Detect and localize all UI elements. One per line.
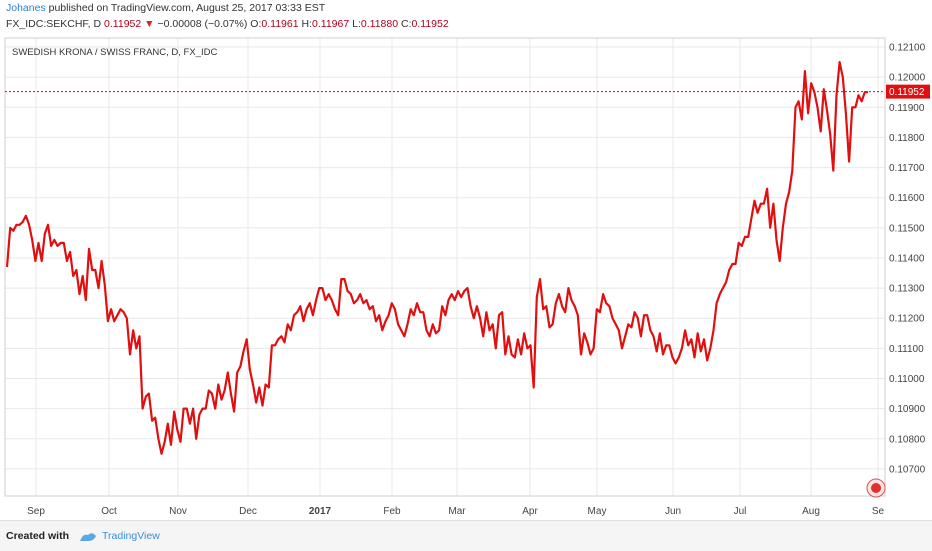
last-price-tag-label: 0.11952 — [889, 87, 925, 98]
y-tick-label: 0.10900 — [889, 404, 926, 415]
publish-info: Johanes published on TradingView.com, Au… — [6, 2, 325, 14]
last-price-tag: 0.11952 — [886, 84, 930, 99]
x-tick-label: Feb — [383, 506, 401, 517]
last-price: 0.11952 — [104, 18, 142, 30]
x-tick-label: Se — [872, 506, 885, 517]
published-text: published on TradingView.com, August 25,… — [48, 2, 326, 14]
footer-bar: Created with TradingView — [0, 520, 932, 551]
y-tick-label: 0.11400 — [889, 253, 925, 264]
series-line — [5, 61, 868, 455]
down-arrow-icon: ▼ — [144, 18, 155, 30]
x-tick-label: Aug — [802, 506, 820, 517]
x-tick-label: Jun — [665, 506, 681, 517]
close-label: C: — [400, 18, 412, 30]
y-tick-label: 0.12100 — [889, 43, 926, 54]
x-axis: Sep Oct Nov Dec 2017 Feb Mar Apr May Jun Jul Aug Se — [27, 506, 884, 517]
y-tick-label: 0.11800 — [889, 133, 925, 144]
y-tick-label: 0.11000 — [889, 374, 925, 385]
price-change: −0.00008 (−0.07%) — [157, 18, 248, 30]
y-tick-label: 0.11500 — [889, 223, 925, 234]
tradingview-logo-icon[interactable] — [79, 530, 97, 542]
x-tick-label: Mar — [448, 506, 466, 517]
y-tick-label: 0.11600 — [889, 193, 925, 204]
open-label: O: — [250, 18, 262, 30]
y-tick-label: 0.10700 — [889, 464, 926, 475]
chart-title: SWEDISH KRONA / SWISS FRANC, D, FX_IDC — [12, 47, 217, 58]
low-value: 0.11880 — [360, 18, 399, 30]
high-label: H: — [301, 18, 313, 30]
y-tick-label: 0.11700 — [889, 163, 925, 174]
author-link[interactable]: Johanes — [6, 2, 46, 14]
close-value: 0.11952 — [411, 18, 449, 30]
ohlc-legend: FX_IDC:SEKCHF, D 0.11952 ▼ −0.00008 (−0.… — [6, 18, 449, 30]
x-tick-label: Nov — [169, 506, 187, 517]
y-axis: 0.12100 0.12000 0.11900 0.11800 0.11700 0.116… — [889, 43, 926, 476]
last-price-tag-bg — [886, 84, 930, 99]
x-tick-label: Dec — [239, 506, 257, 517]
y-tick-label: 0.11100 — [889, 344, 924, 355]
x-tick-label: Jul — [734, 506, 747, 517]
symbol-label: FX_IDC:SEKCHF, D — [6, 18, 102, 30]
x-tick-label: May — [588, 506, 607, 517]
y-tick-label: 0.11200 — [889, 314, 925, 325]
open-value: 0.11961 — [261, 18, 299, 30]
price-chart[interactable]: SWEDISH KRONA / SWISS FRANC, D, FX_IDC 0… — [0, 36, 932, 520]
tradingview-brand[interactable]: TradingView — [102, 530, 160, 542]
y-tick-label: 0.12000 — [889, 73, 926, 84]
y-tick-label: 0.10800 — [889, 434, 926, 445]
x-tick-label: 2017 — [309, 506, 332, 517]
x-tick-label: Oct — [101, 506, 117, 517]
y-tick-label: 0.11900 — [889, 103, 925, 114]
low-label: L: — [352, 18, 361, 30]
x-tick-label: Apr — [522, 506, 538, 517]
high-value: 0.11967 — [312, 18, 350, 30]
created-with-label: Created with — [6, 530, 70, 542]
chart-grid — [5, 38, 885, 496]
y-tick-label: 0.11300 — [889, 284, 925, 295]
x-tick-label: Sep — [27, 506, 45, 517]
snapshot-icon[interactable] — [866, 478, 886, 498]
plot-frame — [4, 37, 886, 497]
